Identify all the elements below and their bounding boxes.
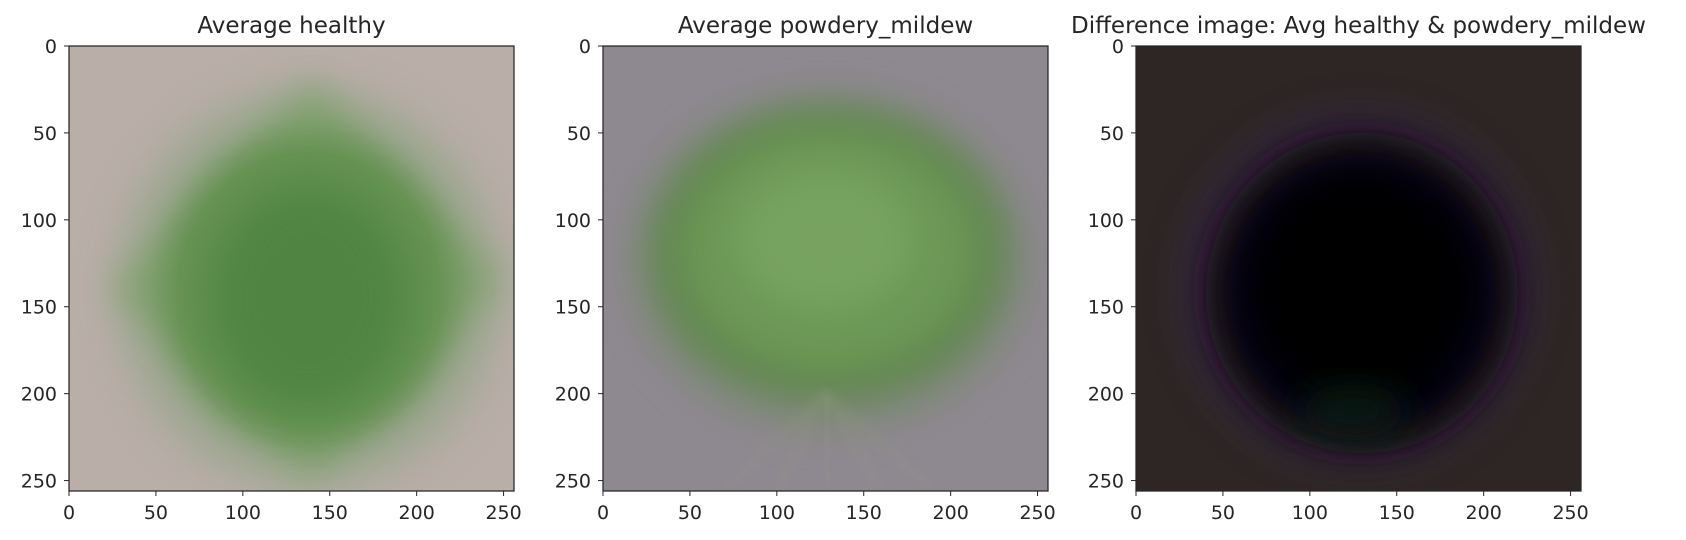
x-tick-label: 150 (312, 502, 348, 524)
panel-3: Difference image: Avg healthy & powdery_… (1071, 13, 1646, 524)
y-tick-label: 250 (555, 471, 591, 493)
y-tick-label: 150 (1088, 297, 1124, 319)
x-tick-label: 250 (485, 502, 521, 524)
y-tick-label: 200 (555, 384, 591, 406)
x-tick-label: 50 (678, 502, 702, 524)
x-tick-label: 100 (225, 502, 261, 524)
y-tick-label: 0 (45, 36, 57, 58)
y-tick-label: 200 (1088, 384, 1124, 406)
panel-title: Difference image: Avg healthy & powdery_… (1071, 13, 1646, 39)
axes-frame (68, 45, 515, 492)
y-tick-label: 150 (555, 297, 591, 319)
x-tick-label: 0 (1130, 502, 1142, 524)
y-tick-label: 50 (33, 123, 57, 145)
x-tick-label: 250 (1019, 502, 1055, 524)
panel-2: Average powdery_mildew 0 50 100 150 200 250 0 50… (555, 13, 1056, 524)
y-tick-label: 250 (21, 471, 57, 493)
x-tick-label: 100 (1292, 502, 1328, 524)
y-tick-label: 50 (1100, 123, 1124, 145)
x-tick-label: 200 (399, 502, 435, 524)
axes-frame (602, 45, 1049, 492)
y-tick-label: 100 (555, 210, 591, 232)
y-tick-label: 0 (579, 36, 591, 58)
y-tick-label: 100 (21, 210, 57, 232)
y-tick-label: 50 (567, 123, 591, 145)
x-tick-label: 100 (759, 502, 795, 524)
y-tick-label: 200 (21, 384, 57, 406)
image-2 (603, 46, 1048, 491)
y-tick-label: 150 (21, 297, 57, 319)
x-tick-label: 50 (144, 502, 168, 524)
y-tick-label: 250 (1088, 471, 1124, 493)
image-3 (1136, 46, 1581, 491)
panel-title: Average powdery_mildew (678, 13, 973, 39)
y-tick-label: 100 (1088, 210, 1124, 232)
panel-1: Average healthy 0 50 100 150 200 250 0 50 100 150 2… (21, 13, 522, 524)
panel-title: Average healthy (197, 13, 385, 39)
x-tick-label: 200 (933, 502, 969, 524)
axes-frame (1135, 45, 1582, 492)
x-tick-label: 150 (1379, 502, 1415, 524)
x-tick-label: 50 (1211, 502, 1235, 524)
y-tick-label: 0 (1112, 36, 1124, 58)
x-tick-label: 0 (63, 502, 75, 524)
x-tick-label: 200 (1466, 502, 1502, 524)
x-tick-label: 150 (846, 502, 882, 524)
image-1 (69, 46, 514, 491)
x-tick-label: 250 (1552, 502, 1588, 524)
x-tick-label: 0 (597, 502, 609, 524)
